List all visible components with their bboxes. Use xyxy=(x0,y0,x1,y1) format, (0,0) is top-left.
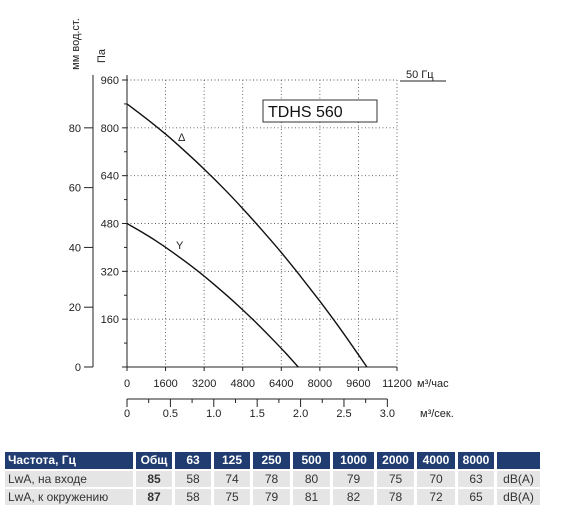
series-line-y xyxy=(126,222,299,368)
row-label: LwA, к окружению xyxy=(5,489,133,505)
header-band: 500 xyxy=(293,452,330,469)
row-value: 81 xyxy=(293,489,330,505)
header-total: Общ xyxy=(136,452,172,469)
y-tick-label: 960 xyxy=(101,75,119,87)
header-frequency-label: Частота, Гц xyxy=(5,452,133,469)
y-tick-label: 320 xyxy=(101,266,119,278)
x2-tick-label: 0.5 xyxy=(163,408,178,420)
row-value: 58 xyxy=(175,489,211,505)
header-band: 1000 xyxy=(333,452,374,469)
row-value: 82 xyxy=(333,489,374,505)
y-axis-label: Па xyxy=(96,48,108,63)
x-tick-label: 0 xyxy=(124,378,130,390)
y-tick-label: 480 xyxy=(101,219,119,231)
model-title: TDHS 560 xyxy=(268,104,343,121)
x-tick-label: 8000 xyxy=(308,378,332,390)
row-value: 75 xyxy=(377,471,414,487)
sound-table: Частота, Гц Общ 63 125 250 500 1000 2000… xyxy=(5,452,540,507)
row-label: LwA, на входе xyxy=(5,471,133,487)
x-tick-label: 1600 xyxy=(153,378,177,390)
row-value: 63 xyxy=(458,471,494,487)
model-box xyxy=(262,99,378,123)
row-value: 70 xyxy=(417,471,455,487)
y2-tick-label: 40 xyxy=(69,242,81,254)
header-band: 4000 xyxy=(417,452,455,469)
row-value: 78 xyxy=(253,471,290,487)
series-label-delta: Δ xyxy=(178,132,186,144)
x2-tick-label: 2.5 xyxy=(336,408,351,420)
y-tick-label: 800 xyxy=(101,123,119,135)
table-row: LwA, на входе 85 58 74 78 80 79 75 70 63… xyxy=(5,471,540,487)
y2-tick-label: 20 xyxy=(69,302,81,314)
y2-axis-label: мм вод.ст. xyxy=(70,18,82,70)
header-band: 8000 xyxy=(458,452,494,469)
row-value: 58 xyxy=(175,471,211,487)
x-tick-label: 9600 xyxy=(346,378,370,390)
row-total: 87 xyxy=(136,489,172,505)
header-band: 63 xyxy=(175,452,211,469)
row-unit: dB(A) xyxy=(497,489,540,505)
header-empty-cell xyxy=(497,452,540,469)
x2-tick-label: 3.0 xyxy=(380,408,395,420)
performance-chart: мм вод.ст. Па 50 Гц 16032048064080096002… xyxy=(69,18,454,420)
x2-tick-label: 1.0 xyxy=(206,408,221,420)
row-value: 80 xyxy=(293,471,330,487)
row-value: 65 xyxy=(458,489,494,505)
x-tick-label: 4800 xyxy=(230,378,254,390)
row-value: 72 xyxy=(417,489,455,505)
row-total: 85 xyxy=(136,471,172,487)
row-value: 78 xyxy=(377,489,414,505)
x2-tick-label: 0 xyxy=(124,408,130,420)
header-band: 250 xyxy=(253,452,290,469)
y2-tick-label: 80 xyxy=(69,123,81,135)
y-tick-label: 640 xyxy=(101,171,119,183)
header-band: 2000 xyxy=(377,452,414,469)
y-tick-label: 160 xyxy=(101,314,119,326)
x-tick-label: 3200 xyxy=(192,378,216,390)
table-row: LwA, к окружению 87 58 75 79 81 82 78 72… xyxy=(5,489,540,505)
x2-tick-label: 1.5 xyxy=(250,408,265,420)
row-value: 79 xyxy=(333,471,374,487)
series-line-delta xyxy=(126,103,368,368)
y2-tick-label: 0 xyxy=(75,362,81,374)
x2-axis-unit: м³/сек. xyxy=(420,408,454,420)
series-label-y: Y xyxy=(176,240,184,252)
frequency-label: 50 Гц xyxy=(406,69,434,81)
y2-tick-label: 60 xyxy=(69,183,81,195)
row-value: 74 xyxy=(214,471,250,487)
row-value: 75 xyxy=(214,489,250,505)
x-axis-unit: м³/час xyxy=(417,378,449,390)
row-value: 79 xyxy=(253,489,290,505)
row-unit: dB(A) xyxy=(497,471,540,487)
x-tick-label: 11200 xyxy=(382,378,412,390)
x2-tick-label: 2.0 xyxy=(293,408,308,420)
header-band: 125 xyxy=(214,452,250,469)
x-tick-label: 6400 xyxy=(269,378,293,390)
table-header-row: Частота, Гц Общ 63 125 250 500 1000 2000… xyxy=(5,452,540,469)
